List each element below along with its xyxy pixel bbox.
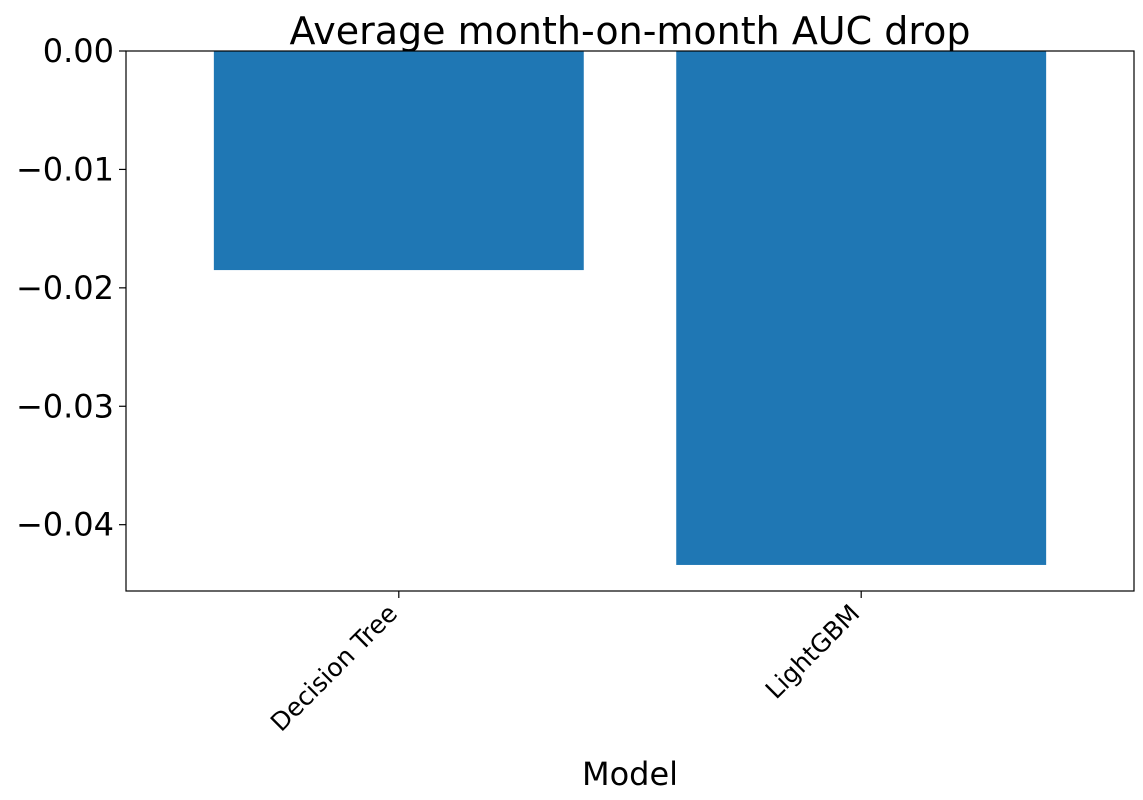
x-tick-label: LightGBM xyxy=(760,599,866,705)
x-tick-label: Decision Tree xyxy=(265,599,403,737)
bar-lightgbm xyxy=(676,51,1047,565)
y-tick-label: −0.03 xyxy=(16,387,114,425)
bar-decision-tree xyxy=(213,51,584,271)
y-tick-label: 0.00 xyxy=(43,32,114,70)
plot-frame xyxy=(125,50,1135,592)
bars-layer xyxy=(213,51,1047,565)
x-axis-label: Model xyxy=(582,755,678,793)
y-tick-label: −0.01 xyxy=(16,150,114,188)
y-tick-label: −0.04 xyxy=(16,506,114,544)
x-axis-ticks: Decision Tree LightGBM xyxy=(265,591,866,737)
y-tick-label: −0.02 xyxy=(16,269,114,307)
chart-title: Average month-on-month AUC drop xyxy=(289,9,970,53)
y-axis-ticks: 0.00 −0.01 −0.02 −0.03 −0.04 xyxy=(16,32,126,544)
